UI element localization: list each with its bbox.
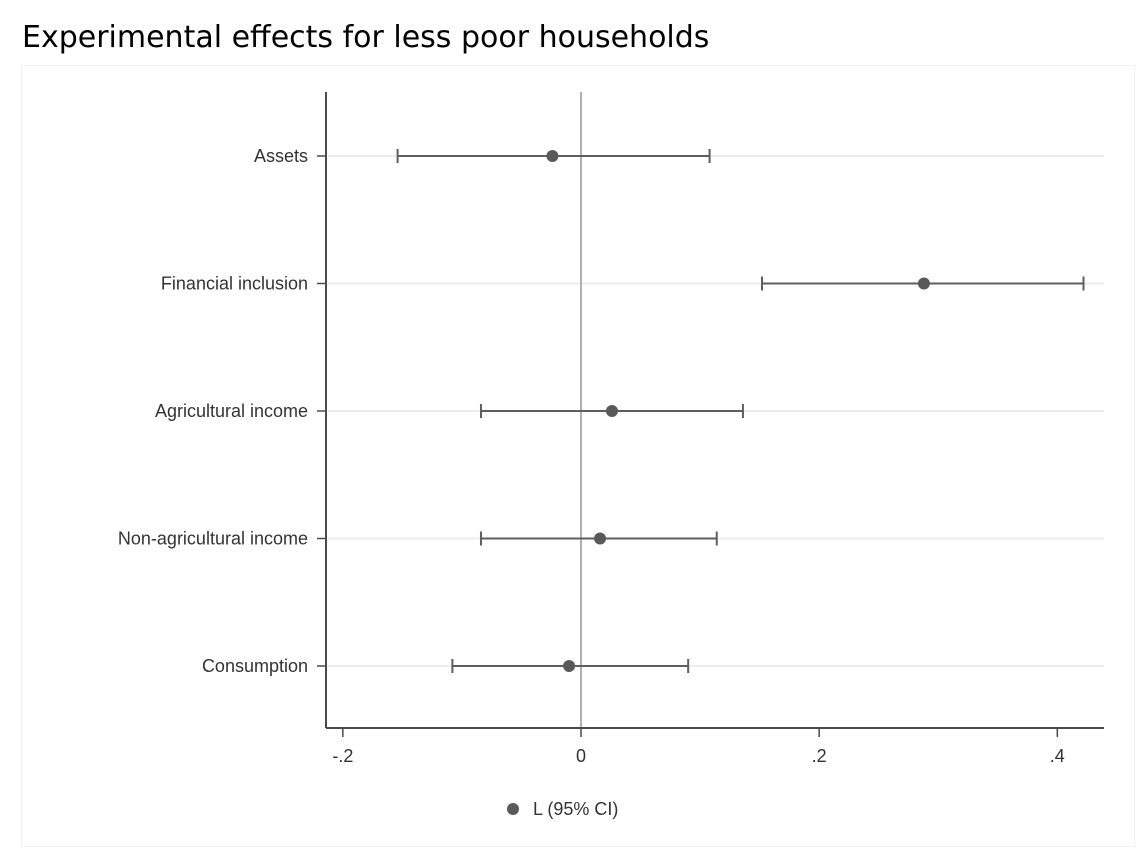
estimate-point [563, 660, 576, 672]
category-label: Financial inclusion [161, 274, 308, 294]
x-tick-label: .4 [1050, 746, 1065, 766]
legend-marker [507, 803, 519, 815]
x-tick-label: -.2 [332, 746, 353, 766]
category-label: Consumption [202, 656, 308, 676]
coefficient-plot: Assets Financial inclusion Agricultural in… [118, 92, 1104, 819]
legend-label: L (95% CI) [533, 799, 618, 819]
x-tick-label: .2 [812, 746, 827, 766]
estimate-point [594, 532, 607, 545]
category-label: Non-agricultural income [118, 529, 308, 549]
category-label: Assets [254, 146, 308, 166]
x-tick-label: 0 [576, 746, 586, 766]
estimate-point [917, 277, 930, 290]
category-label: Agricultural income [155, 401, 308, 421]
page-title: Experimental effects for less poor house… [22, 20, 710, 55]
estimate-point [546, 150, 559, 162]
chart-frame: Assets Financial inclusion Agricultural in… [21, 65, 1135, 847]
estimate-point [605, 405, 618, 417]
